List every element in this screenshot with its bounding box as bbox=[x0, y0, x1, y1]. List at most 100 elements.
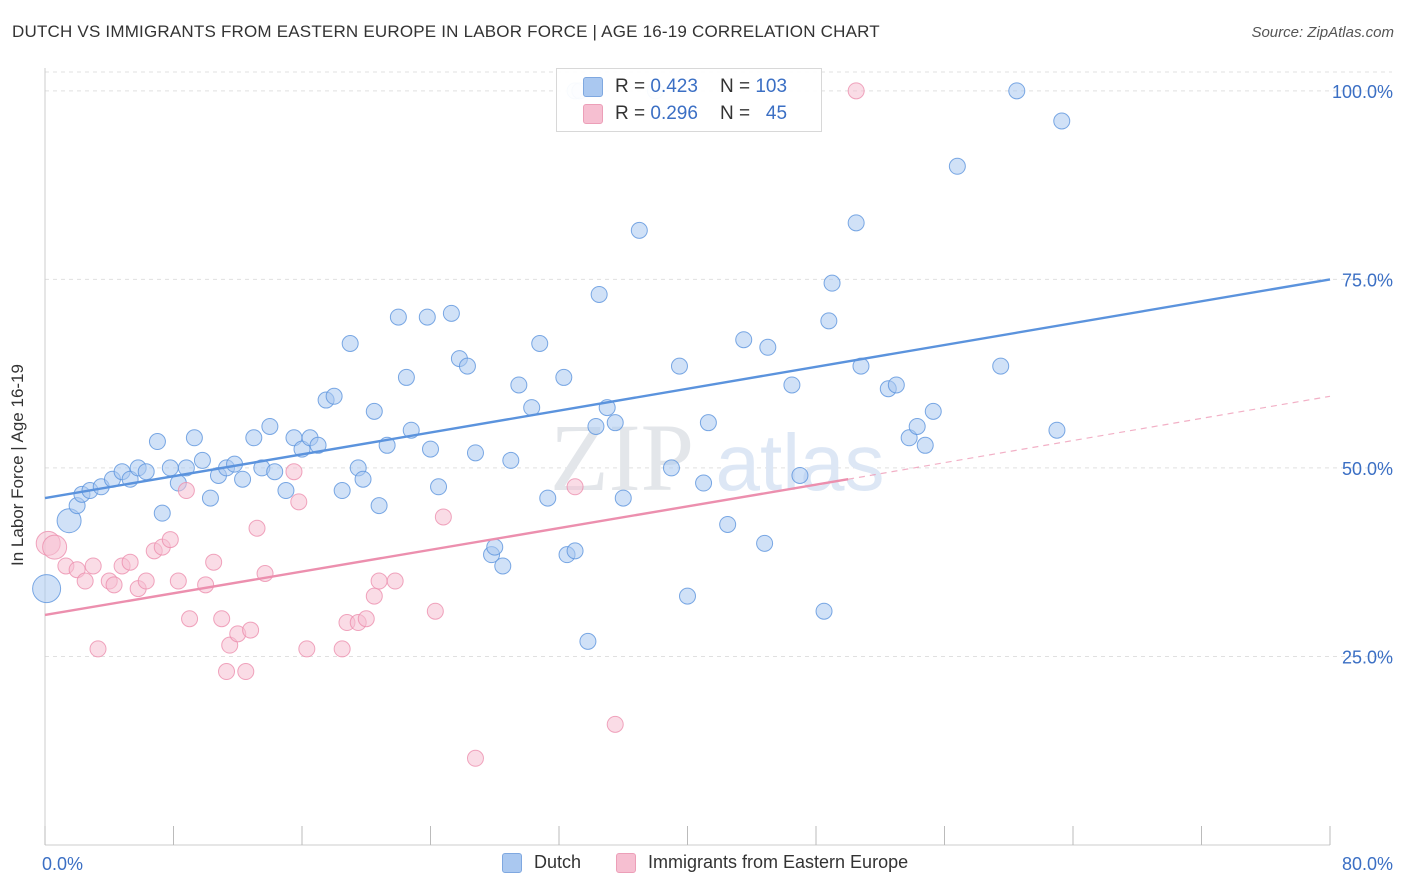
r-value: 0.296 bbox=[650, 103, 698, 124]
dutch-point bbox=[887, 376, 905, 394]
trend-lines bbox=[44, 278, 1331, 617]
dutch-swatch bbox=[583, 77, 603, 97]
dutch-point bbox=[695, 474, 713, 492]
immigrant-point bbox=[213, 610, 231, 628]
dutch-point bbox=[502, 451, 520, 469]
dutch-point bbox=[325, 387, 343, 405]
dutch-point bbox=[847, 214, 865, 232]
dutch-point bbox=[389, 308, 407, 326]
immigrant-point bbox=[248, 519, 266, 537]
dutch-point bbox=[370, 497, 388, 515]
immigrant-point bbox=[606, 715, 624, 733]
dutch-point bbox=[992, 357, 1010, 375]
n-label: N = bbox=[719, 103, 751, 124]
dutch-point bbox=[365, 402, 383, 420]
grid-lines bbox=[45, 71, 1392, 657]
immigrant-point bbox=[161, 531, 179, 549]
r-label: R = bbox=[615, 103, 646, 124]
immigrant-point bbox=[386, 572, 404, 590]
dutch-point bbox=[494, 557, 512, 575]
dutch-point bbox=[430, 478, 448, 496]
y-tick-label: 25.0% bbox=[1342, 647, 1393, 667]
immigrant-point bbox=[466, 749, 484, 767]
n-value: 103 bbox=[755, 76, 788, 97]
dutch-point bbox=[662, 459, 680, 477]
immigrant-point bbox=[169, 572, 187, 590]
data-points bbox=[32, 82, 1071, 767]
dutch-point bbox=[924, 402, 942, 420]
immigrant-point bbox=[333, 640, 351, 658]
dutch-point bbox=[815, 602, 833, 620]
immigrant-point bbox=[566, 478, 584, 496]
r-label: R = bbox=[615, 76, 646, 97]
axes bbox=[44, 68, 1331, 846]
dutch-point bbox=[531, 334, 549, 352]
immigrants-swatch bbox=[583, 104, 603, 124]
source-label: Source: ZipAtlas.com bbox=[1251, 24, 1394, 41]
dutch-trend-line bbox=[44, 278, 1331, 500]
dutch-point bbox=[333, 482, 351, 500]
dutch-point bbox=[614, 489, 632, 507]
dutch-point bbox=[630, 221, 648, 239]
y-tick-label: 50.0% bbox=[1342, 459, 1393, 479]
x-tick-label-min: 0.0% bbox=[42, 854, 83, 874]
immigrant-point bbox=[177, 482, 195, 500]
immigrant-point bbox=[121, 553, 139, 571]
n-value: 45 bbox=[765, 103, 788, 124]
immigrant-point bbox=[105, 576, 123, 594]
legend-item-immigrants: Immigrants from Eastern Europe bbox=[616, 852, 908, 873]
immigrant-point bbox=[290, 493, 308, 511]
dutch-point bbox=[137, 463, 155, 481]
legend-label-immigrants: Immigrants from Eastern Europe bbox=[648, 852, 909, 872]
immigrant-point bbox=[242, 621, 260, 639]
dutch-point bbox=[1008, 82, 1026, 100]
chart-title: DUTCH VS IMMIGRANTS FROM EASTERN EUROPE … bbox=[12, 22, 880, 41]
dutch-point bbox=[422, 440, 439, 458]
dutch-point bbox=[590, 285, 608, 303]
dutch-point bbox=[148, 433, 166, 451]
dutch-point bbox=[679, 587, 696, 605]
dutch-point bbox=[587, 417, 605, 435]
immigrant-point bbox=[370, 572, 388, 590]
dutch-point bbox=[791, 466, 809, 484]
dutch-point bbox=[153, 504, 171, 522]
dutch-point bbox=[177, 459, 195, 477]
dutch-point bbox=[510, 376, 528, 394]
dutch-point bbox=[56, 508, 82, 534]
dutch-point bbox=[916, 436, 934, 454]
dutch-point bbox=[783, 376, 801, 394]
n-label: N = bbox=[719, 76, 751, 97]
dutch-point bbox=[735, 331, 753, 349]
dutch-point bbox=[277, 482, 295, 500]
dutch-point bbox=[670, 357, 688, 375]
immigrant-point bbox=[197, 576, 215, 594]
dutch-point bbox=[245, 429, 263, 447]
dutch-point bbox=[458, 357, 476, 375]
stats-row-immigrants: R = 0.296 N = 45 bbox=[583, 101, 787, 127]
dutch-point bbox=[756, 534, 774, 552]
dutch-point bbox=[418, 308, 436, 326]
dutch-point bbox=[823, 274, 841, 292]
immigrant-point bbox=[237, 663, 255, 681]
dutch-point bbox=[486, 538, 504, 556]
tick-labels: 25.0% 50.0% 75.0% 100.0% 0.0% 80.0% bbox=[42, 82, 1393, 874]
dutch-point bbox=[759, 338, 777, 356]
legend-label-dutch: Dutch bbox=[534, 852, 582, 872]
dutch-point bbox=[539, 489, 557, 507]
dutch-point bbox=[309, 436, 327, 454]
immigrant-point bbox=[365, 587, 383, 605]
dutch-point bbox=[397, 368, 415, 386]
immigrant-trend-line bbox=[44, 478, 849, 617]
immigrant-point bbox=[218, 663, 236, 681]
immigrant-point bbox=[847, 82, 865, 100]
dutch-point bbox=[1053, 112, 1071, 130]
dutch-point bbox=[442, 304, 460, 322]
dutch-point bbox=[1048, 421, 1066, 439]
immigrant-point bbox=[298, 640, 316, 658]
dutch-point bbox=[354, 470, 372, 488]
dutch-point bbox=[234, 470, 252, 488]
legend-swatch-immigrants bbox=[616, 852, 636, 873]
r-value: 0.423 bbox=[650, 76, 698, 97]
dutch-point bbox=[579, 632, 597, 650]
x-tick-label-max: 80.0% bbox=[1342, 854, 1393, 874]
